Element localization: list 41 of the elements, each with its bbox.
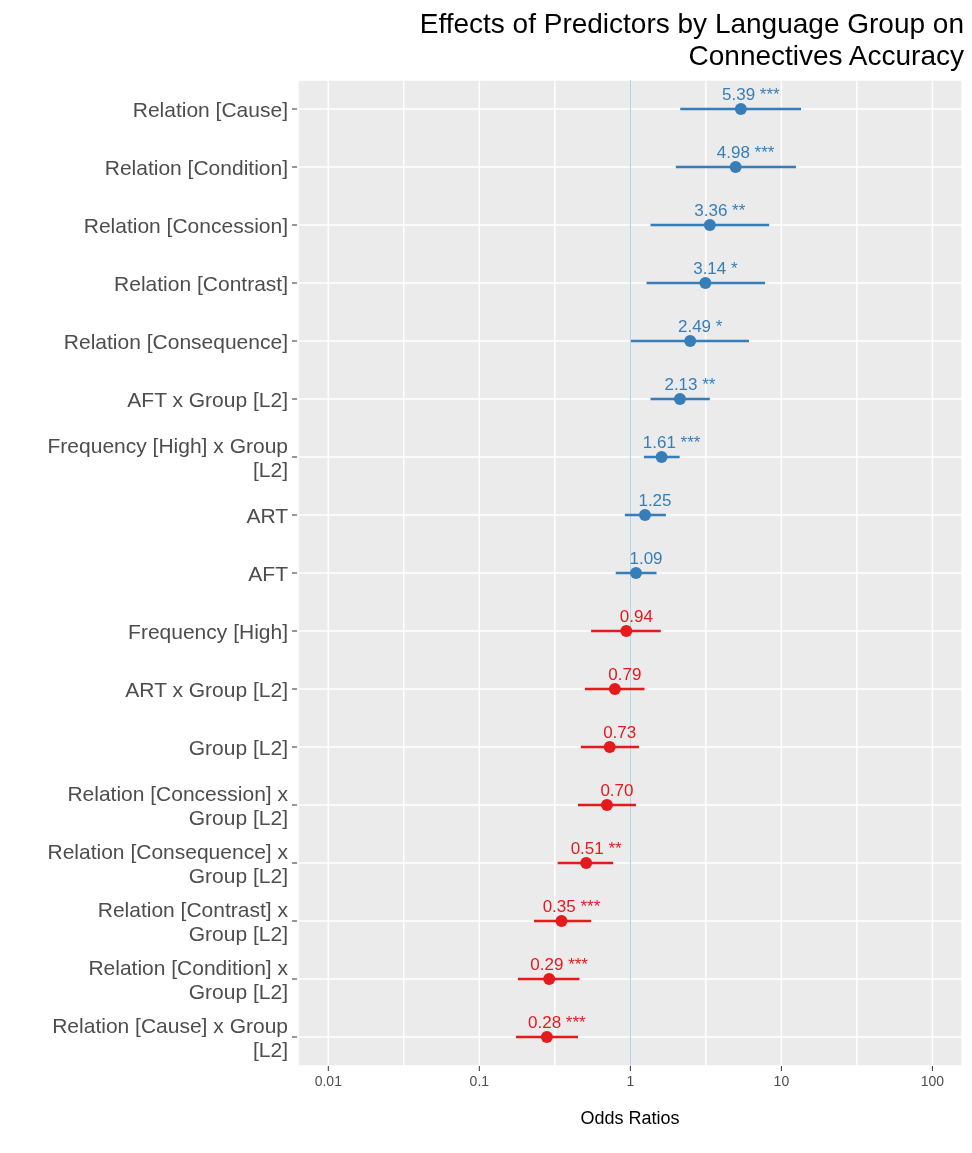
data-label: 3.36 ** xyxy=(694,201,746,220)
x-tick-label: 1 xyxy=(626,1073,635,1089)
y-tick-label: Relation [Cause] x Group [L2] xyxy=(52,1013,288,1061)
x-tick-label: 100 xyxy=(920,1073,945,1089)
chart-title: Effects of Predictors by Language Group on Connectives Accuracy xyxy=(418,8,964,73)
data-label: 0.79 xyxy=(608,665,642,684)
y-tick-label: Relation [Concession] x Group [L2] xyxy=(67,781,289,829)
y-tick-label: ART xyxy=(246,503,289,527)
y-tick-label: Relation [Contrast] x Group [L2] xyxy=(97,897,289,945)
y-tick-label: Relation [Contrast] xyxy=(114,271,288,295)
y-tick-label: AFT xyxy=(248,561,289,585)
data-label: 0.94 xyxy=(619,607,653,626)
data-label: 0.28 *** xyxy=(528,1013,587,1032)
y-tick-label: Relation [Condition] xyxy=(104,155,288,179)
x-tick-label: 0.01 xyxy=(314,1073,343,1089)
data-label: 2.13 ** xyxy=(664,375,716,394)
data-label: 0.70 xyxy=(600,781,634,800)
x-tick-label: 10 xyxy=(773,1073,790,1089)
x-tick-label: 0.1 xyxy=(469,1073,490,1089)
data-label: 0.73 xyxy=(603,723,637,742)
y-tick-label: Relation [Cause] xyxy=(132,97,288,121)
y-tick-label: Relation [Concession] xyxy=(83,213,288,237)
data-label: 3.14 * xyxy=(693,259,738,278)
y-tick-label: Frequency [High] x Group [L2] xyxy=(47,433,288,481)
data-label: 2.49 * xyxy=(677,317,723,336)
y-tick-label: ART x Group [L2] xyxy=(125,677,288,701)
data-label: 0.35 *** xyxy=(542,897,601,916)
data-label: 1.25 xyxy=(638,491,672,510)
y-tick-label: Group [L2] xyxy=(188,735,288,759)
y-tick-label: Frequency [High] xyxy=(128,619,288,643)
data-label: 1.61 *** xyxy=(642,433,701,452)
data-label: 1.09 xyxy=(629,549,663,568)
data-label: 0.29 *** xyxy=(530,955,589,974)
data-label: 5.39 *** xyxy=(722,85,781,104)
y-tick-label: AFT x Group [L2] xyxy=(127,387,288,411)
x-axis-title: Odds Ratios xyxy=(580,1108,680,1128)
y-tick-label: Relation [Consequence] x Group [L2] xyxy=(47,839,289,887)
data-label: 4.98 *** xyxy=(716,143,775,162)
data-label: 0.51 ** xyxy=(570,839,623,858)
y-tick-label: Relation [Condition] x Group [L2] xyxy=(88,955,289,1003)
y-tick-label: Relation [Consequence] xyxy=(63,329,288,353)
